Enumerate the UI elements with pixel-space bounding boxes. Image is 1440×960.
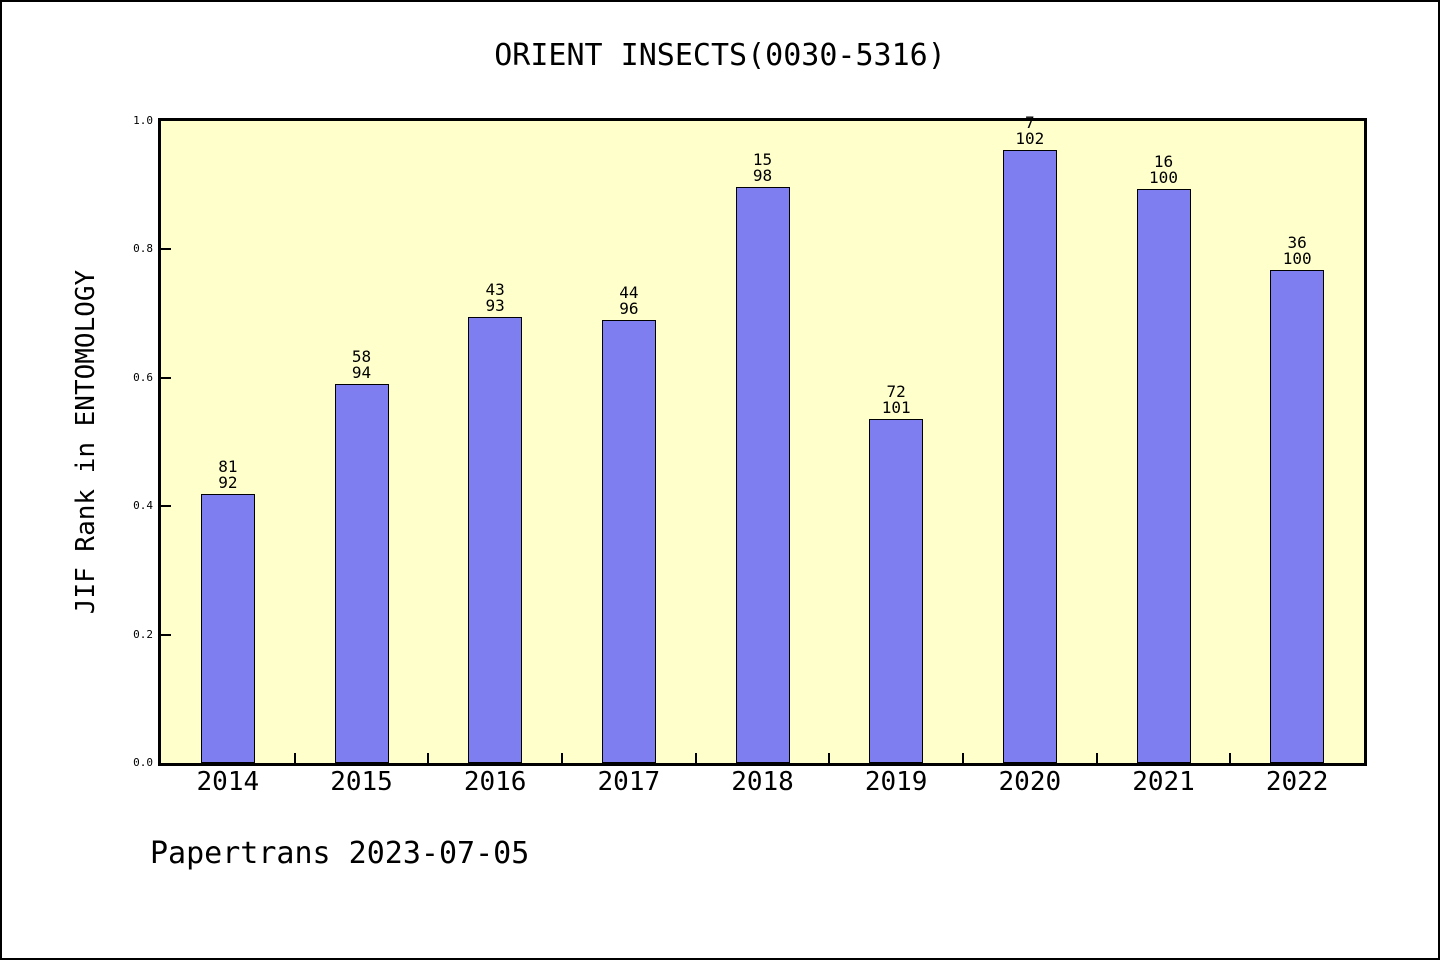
y-tick-label: 0.8 — [133, 242, 153, 256]
bar-value-label: 72 101 — [851, 384, 941, 416]
x-tick-label: 2018 — [731, 767, 794, 797]
bar-total-value: 98 — [752, 166, 773, 185]
bar — [735, 187, 790, 763]
x-tick-label: 2017 — [597, 767, 661, 797]
x-tick-label: 2020 — [998, 767, 1062, 797]
bar-rank-value: 16 — [1153, 152, 1174, 171]
bar-rank-value: 7 — [1025, 113, 1035, 132]
bar-rank-value: 81 — [218, 457, 238, 476]
chart-title: ORIENT INSECTS(0030-5316) — [494, 38, 946, 73]
bar-total-value: 96 — [619, 299, 639, 318]
bar-value-label: 58 94 — [317, 349, 407, 381]
y-tick-label: 0.4 — [133, 499, 153, 513]
bar-rank-value: 43 — [485, 280, 505, 299]
y-tick-label: 0.6 — [133, 370, 153, 384]
bar-value-label: 7 102 — [985, 115, 1075, 147]
x-tick-label: 2022 — [1265, 767, 1329, 797]
bar — [1270, 270, 1325, 763]
bar — [601, 320, 656, 763]
x-tick-mark — [694, 753, 697, 763]
footer-watermark: Papertrans 2023-07-05 — [150, 836, 530, 871]
plot-area: 0.0 0.2 0.4 0.6 0.8 1.0 81 92 2014 58 94 2015 43 93 20… — [133, 114, 1367, 797]
bar-total-value: 102 — [1015, 129, 1045, 148]
x-tick-mark — [293, 753, 296, 763]
y-tick-mark — [161, 633, 171, 636]
bar — [200, 494, 255, 763]
y-tick-mark — [161, 376, 171, 379]
x-tick-label: 2019 — [864, 767, 928, 797]
x-tick-mark — [962, 753, 964, 763]
bar — [1002, 150, 1057, 763]
bar-value-label: 81 92 — [183, 459, 273, 491]
bar-value-label: 15 98 — [718, 152, 808, 184]
x-tick-mark — [1229, 753, 1232, 763]
x-tick-mark — [1095, 753, 1098, 763]
y-tick-label: 1.0 — [133, 114, 153, 127]
bar-rank-value: 58 — [351, 347, 372, 366]
bar-rank-value: 36 — [1287, 233, 1307, 252]
bar-total-value: 93 — [485, 296, 505, 315]
bar-value-label: 43 93 — [450, 282, 540, 314]
bar-rank-value: 72 — [886, 382, 906, 401]
bar-total-value: 92 — [218, 473, 238, 492]
bar — [869, 419, 924, 763]
x-tick-mark — [427, 753, 430, 763]
y-tick-label: 0.2 — [133, 627, 153, 641]
y-axis-label: JIF Rank in ENTOMOLOGY — [71, 269, 101, 615]
bar — [1136, 189, 1191, 763]
bar — [468, 317, 523, 763]
bar-value-label: 44 96 — [584, 285, 674, 317]
x-tick-mark — [828, 753, 831, 763]
y-tick-label: 0.0 — [133, 756, 153, 769]
bar-total-value: 101 — [881, 398, 911, 417]
y-tick-mark — [161, 248, 171, 251]
bar-total-value: 94 — [351, 363, 372, 382]
bar — [334, 384, 389, 763]
bar-rank-value: 15 — [752, 150, 773, 169]
bar-value-label: 16 100 — [1119, 154, 1209, 186]
x-tick-label: 2014 — [196, 767, 260, 797]
x-tick-label: 2015 — [330, 767, 393, 797]
y-tick-mark — [161, 505, 171, 508]
x-tick-label: 2016 — [463, 767, 527, 797]
x-tick-mark — [561, 753, 563, 763]
x-tick-label: 2021 — [1132, 767, 1195, 797]
bar-total-value: 100 — [1282, 249, 1312, 268]
bar-value-label: 36 100 — [1252, 235, 1342, 267]
bar-total-value: 100 — [1149, 168, 1178, 187]
bar-rank-value: 44 — [619, 283, 639, 302]
